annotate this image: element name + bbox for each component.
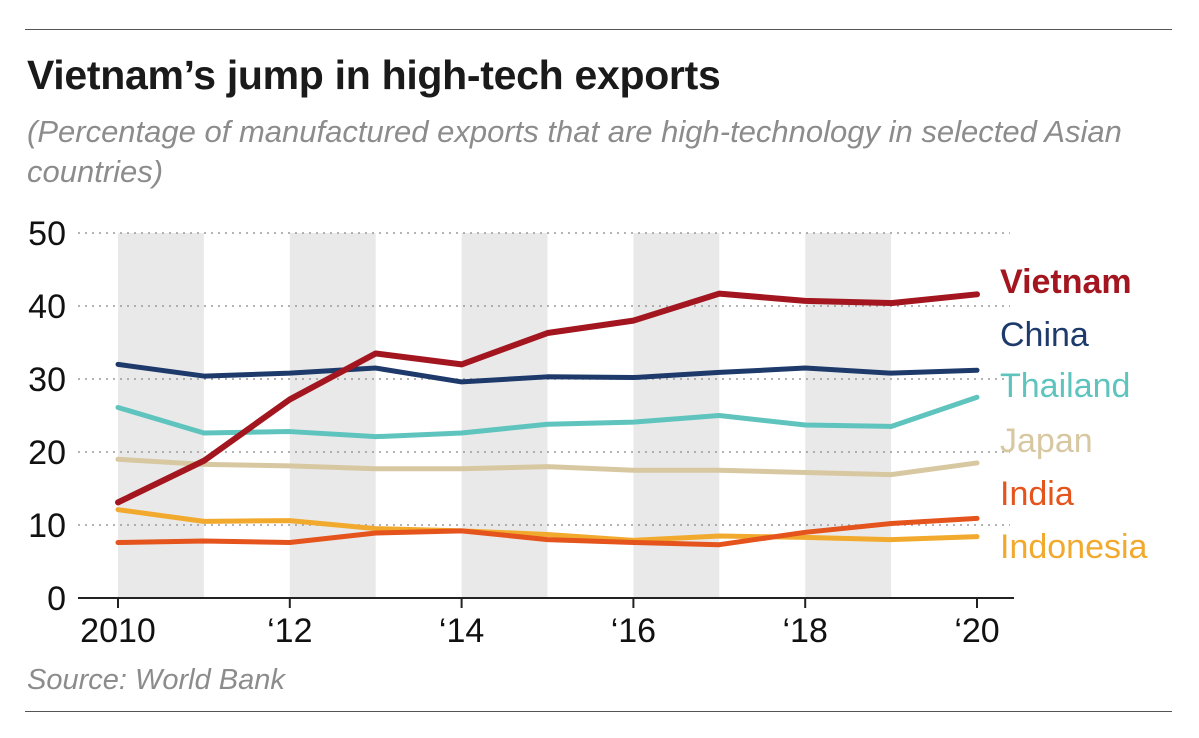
x-tick-label-2020: ‘20 bbox=[954, 612, 999, 650]
legend-label-india: India bbox=[1000, 475, 1074, 513]
source-note: Source: World Bank bbox=[27, 664, 285, 696]
series-line-vietnam bbox=[115, 290, 980, 506]
x-axis: 2010 ‘12 ‘14 ‘16 ‘18 ‘20 bbox=[78, 597, 1014, 650]
shaded-band-2018 bbox=[805, 233, 892, 598]
x-tick-label-2014: ‘14 bbox=[439, 612, 484, 650]
x-tick-label-2012: ‘12 bbox=[267, 612, 312, 650]
y-tick-label-50: 50 bbox=[28, 215, 66, 253]
series-line-thailand bbox=[115, 394, 980, 440]
y-tick-label-30: 30 bbox=[28, 361, 66, 399]
x-tick-label-2018: ‘18 bbox=[783, 612, 828, 650]
y-tick-label-20: 20 bbox=[28, 434, 66, 472]
chart-subtitle: (Percentage of manufactured exports that… bbox=[27, 114, 1122, 189]
gridlines bbox=[78, 232, 1010, 526]
y-tick-label-0: 0 bbox=[47, 580, 66, 618]
shaded-band-2014 bbox=[461, 233, 548, 598]
legend-label-thailand: Thailand bbox=[1000, 367, 1130, 405]
y-axis-ticks: 0 10 20 30 40 50 bbox=[28, 215, 66, 618]
bottom-rule bbox=[25, 711, 1172, 712]
y-tick-label-10: 10 bbox=[28, 507, 66, 545]
legend: Vietnam China Thailand Japan India Indonesia bbox=[1000, 263, 1148, 566]
legend-label-china: China bbox=[1000, 316, 1089, 354]
series-line-china bbox=[115, 361, 980, 385]
legend-label-indonesia: Indonesia bbox=[1000, 528, 1148, 566]
legend-label-japan: Japan bbox=[1000, 422, 1093, 460]
series-line-japan bbox=[115, 456, 980, 478]
series-line-india bbox=[115, 515, 980, 548]
x-tick-label-2016: ‘16 bbox=[611, 612, 656, 650]
series-line-indonesia bbox=[115, 507, 980, 543]
shaded-bands bbox=[118, 233, 892, 598]
chart-title: Vietnam’s jump in high-tech exports bbox=[27, 52, 721, 98]
top-rule bbox=[25, 29, 1172, 30]
y-tick-label-40: 40 bbox=[28, 288, 66, 326]
legend-label-vietnam: Vietnam bbox=[1000, 263, 1132, 301]
series-lines bbox=[115, 290, 980, 548]
shaded-band-2010 bbox=[118, 233, 204, 598]
x-tick-label-2010: 2010 bbox=[80, 612, 156, 650]
